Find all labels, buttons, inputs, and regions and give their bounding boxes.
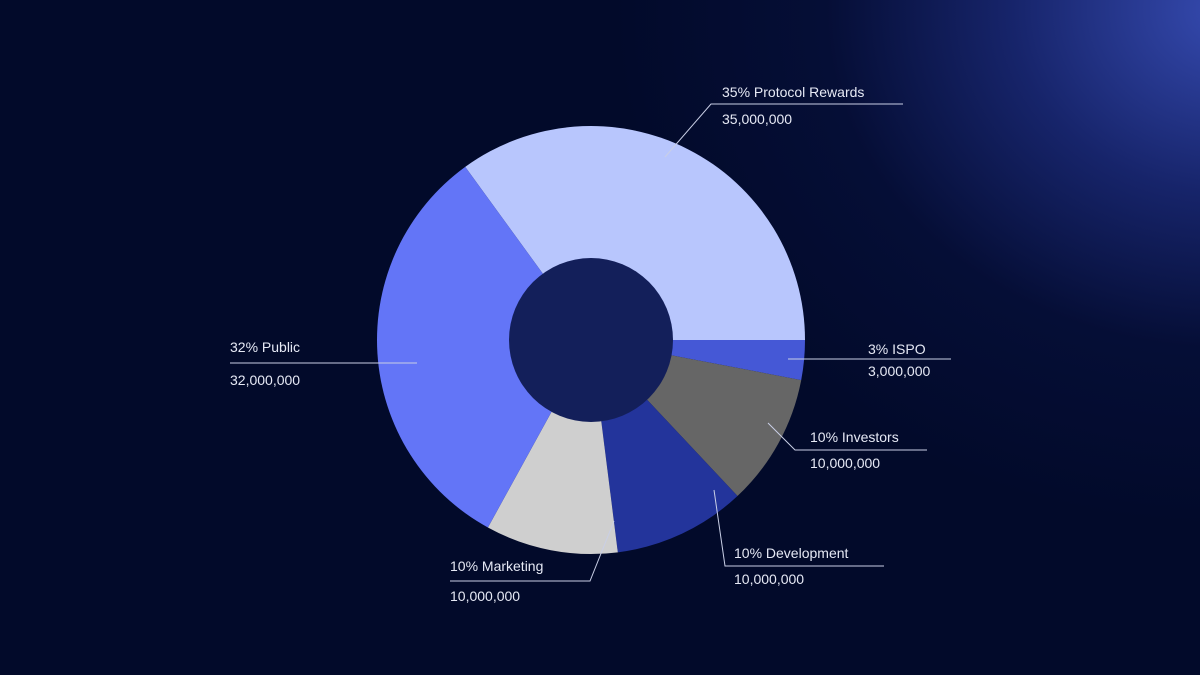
- leader-line-investors: [767, 422, 927, 451]
- leader-lines: [230, 103, 951, 582]
- label-investors: 10% Investors: [810, 429, 899, 445]
- value-marketing: 10,000,000: [450, 588, 520, 604]
- leader-line-marketing: [450, 520, 615, 582]
- label-public: 32% Public: [230, 339, 300, 355]
- value-ispo: 3,000,000: [868, 363, 930, 379]
- value-protocol-rewards: 35,000,000: [722, 111, 792, 127]
- leader-line-protocol-rewards: [664, 103, 903, 158]
- slice-public: [377, 166, 591, 528]
- leader-line-development: [713, 489, 884, 567]
- donut-center-hole: [509, 258, 673, 422]
- label-protocol-rewards: 35% Protocol Rewards: [722, 84, 864, 100]
- value-investors: 10,000,000: [810, 455, 880, 471]
- label-marketing: 10% Marketing: [450, 558, 543, 574]
- slice-protocol-rewards: [465, 126, 805, 340]
- label-development: 10% Development: [734, 545, 849, 561]
- label-ispo: 3% ISPO: [868, 341, 926, 357]
- value-public: 32,000,000: [230, 372, 300, 388]
- value-development: 10,000,000: [734, 571, 804, 587]
